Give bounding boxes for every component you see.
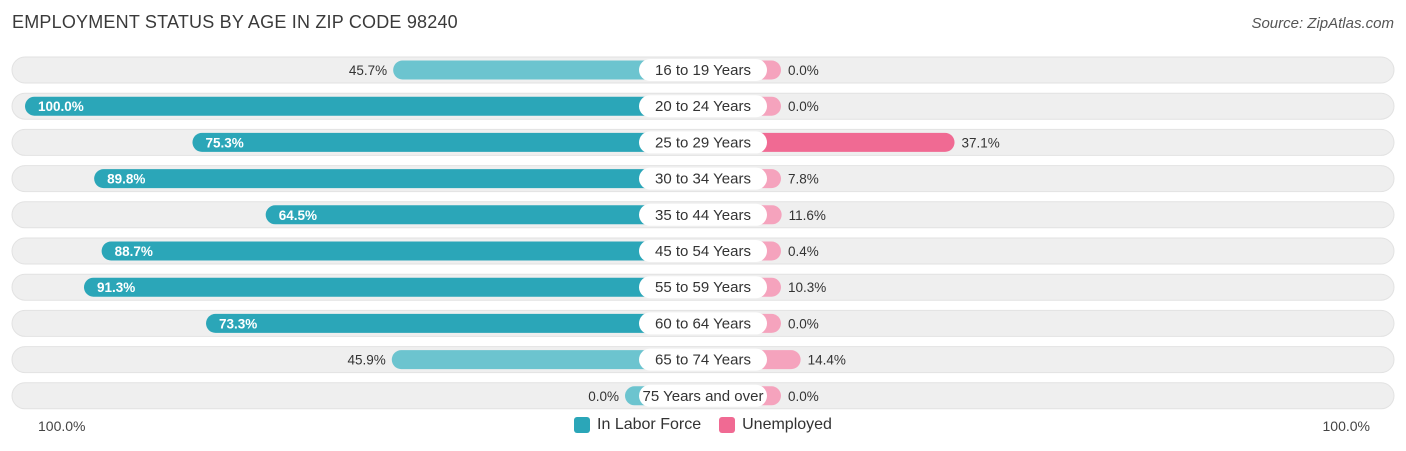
- category-label: 30 to 34 Years: [655, 171, 751, 188]
- value-label-unemployed: 14.4%: [808, 353, 846, 368]
- bar-labor-force: [25, 96, 703, 116]
- bar-labor-force: [94, 169, 703, 189]
- category-pill: [639, 59, 767, 81]
- legend-label-unemployed: Unemployed: [742, 416, 832, 433]
- bar-labor-force: [101, 241, 703, 261]
- bar-labor-force: [83, 277, 703, 297]
- category-label: 35 to 44 Years: [655, 207, 751, 224]
- legend-label-labor-force: In Labor Force: [597, 416, 702, 433]
- category-label: 20 to 24 Years: [655, 98, 751, 115]
- category-label: 55 to 59 Years: [655, 279, 751, 296]
- value-label-labor-force: 64.5%: [279, 208, 317, 223]
- axis-right-label: 100.0%: [1322, 418, 1370, 434]
- category-pill: [639, 240, 767, 262]
- value-label-unemployed: 0.4%: [788, 244, 819, 259]
- value-label-labor-force: 45.9%: [348, 353, 386, 368]
- legend: In Labor Force Unemployed: [0, 416, 1406, 434]
- bar-labor-force: [192, 132, 703, 152]
- value-label-unemployed: 0.0%: [788, 99, 819, 114]
- category-pill: [639, 312, 767, 335]
- bar-labor-force: [265, 205, 703, 225]
- category-label: 65 to 74 Years: [655, 352, 751, 369]
- category-label: 16 to 19 Years: [655, 62, 751, 79]
- legend-swatch-labor-force: [574, 417, 591, 433]
- value-label-labor-force: 45.7%: [349, 63, 387, 78]
- category-pill: [639, 131, 767, 154]
- legend-item-unemployed[interactable]: Unemployed: [719, 416, 832, 434]
- category-label: 25 to 29 Years: [655, 134, 751, 151]
- value-label-labor-force: 0.0%: [588, 389, 619, 404]
- value-label-labor-force: 73.3%: [219, 316, 257, 331]
- category-pill: [639, 95, 767, 118]
- value-label-unemployed: 0.0%: [788, 389, 819, 404]
- bar-labor-force: [206, 313, 703, 333]
- value-label-labor-force: 91.3%: [97, 280, 135, 295]
- chart-title: EMPLOYMENT STATUS BY AGE IN ZIP CODE 982…: [12, 12, 458, 32]
- category-pill: [639, 384, 767, 407]
- source-label: Source: ZipAtlas.com: [1251, 15, 1394, 32]
- category-label: 45 to 54 Years: [655, 243, 751, 260]
- bar-labor-force: [393, 60, 703, 80]
- value-label-unemployed: 10.3%: [788, 280, 826, 295]
- value-label-unemployed: 37.1%: [962, 135, 1000, 150]
- category-label: 60 to 64 Years: [655, 315, 751, 332]
- value-label-labor-force: 89.8%: [107, 172, 145, 187]
- category-pill: [639, 348, 767, 371]
- category-pill: [639, 167, 767, 190]
- value-label-labor-force: 100.0%: [38, 99, 84, 114]
- value-label-labor-force: 75.3%: [205, 135, 243, 150]
- value-label-unemployed: 11.6%: [789, 208, 826, 223]
- value-label-unemployed: 0.0%: [788, 316, 819, 331]
- value-label-labor-force: 88.7%: [115, 244, 153, 259]
- legend-item-labor-force[interactable]: In Labor Force: [574, 416, 701, 434]
- legend-swatch-unemployed: [719, 417, 736, 433]
- category-label: 75 Years and over: [643, 388, 764, 405]
- value-label-unemployed: 0.0%: [788, 63, 819, 78]
- category-pill: [639, 203, 767, 226]
- value-label-unemployed: 7.8%: [788, 172, 819, 187]
- category-pill: [639, 276, 767, 299]
- chart-canvas: 16 to 19 Years 45.7% 0.0% 20 to 24 Years 100…: [11, 56, 1395, 410]
- bar-labor-force: [391, 350, 703, 370]
- axis-left-label: 100.0%: [38, 418, 86, 434]
